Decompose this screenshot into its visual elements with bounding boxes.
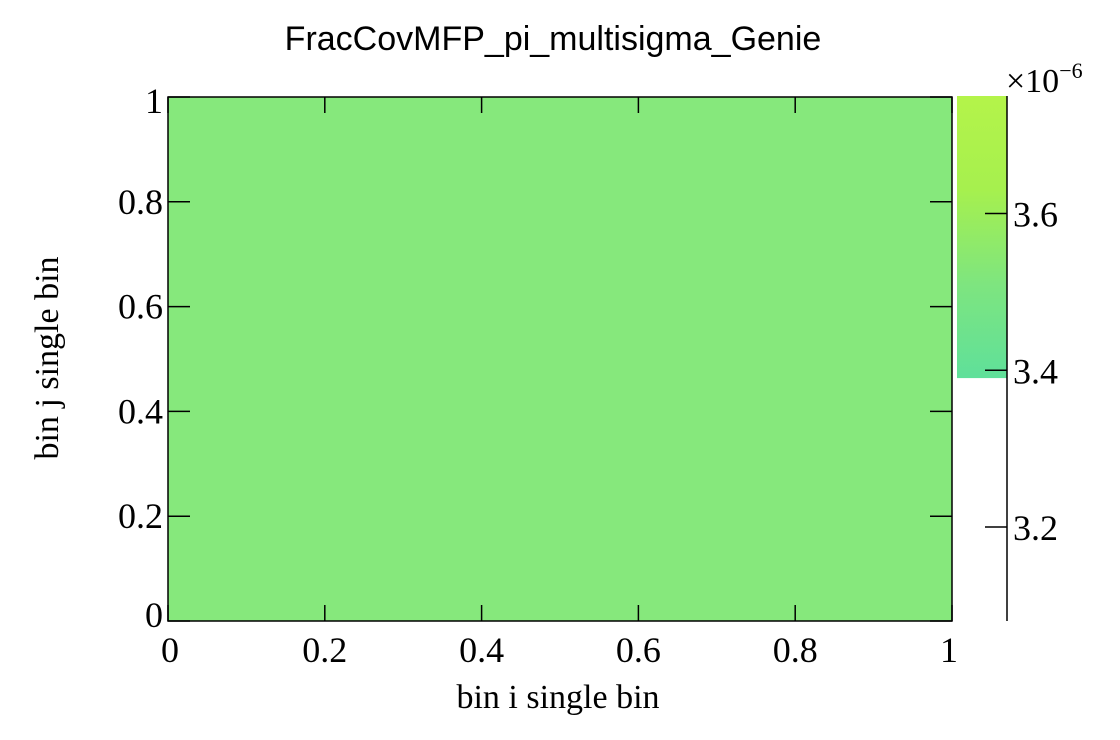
y-tick-label: 0.2	[118, 496, 163, 536]
x-tick-label: 0.6	[616, 630, 661, 670]
colorbar: 3.2 3.4 3.6 ×10−6	[957, 58, 1083, 621]
colorbar-ticks: 3.2 3.4 3.6	[985, 195, 1058, 548]
colorbar-multiplier: ×10−6	[1006, 58, 1083, 100]
plot-area	[167, 96, 953, 622]
y-axis: 0 0.2 0.4 0.6 0.8 1	[118, 81, 952, 635]
colorbar-exponent: −6	[1059, 58, 1082, 83]
chart-title: FracCovMFP_pi_multisigma_Genie	[285, 20, 822, 58]
x-axis: 0 0.2 0.4 0.6 0.8 1	[161, 97, 958, 670]
x-tick-label: 0.4	[459, 630, 504, 670]
heatmap-cell	[168, 97, 952, 621]
y-axis-label: bin j single bin	[29, 256, 66, 459]
plot-frame	[167, 96, 953, 622]
colorbar-tick-label: 3.2	[1013, 508, 1058, 548]
colorbar-tick-label: 3.4	[1013, 351, 1058, 391]
x-tick-label: 1	[940, 630, 958, 670]
y-tick-label: 0.4	[118, 391, 163, 431]
x-tick-label: 0	[161, 630, 179, 670]
colorbar-tick-label: 3.6	[1013, 195, 1058, 235]
colorbar-fill	[957, 96, 1007, 379]
x-axis-label: bin i single bin	[456, 679, 659, 716]
colorbar-multiplier-base: ×10	[1006, 63, 1059, 100]
y-tick-label: 0.8	[118, 182, 163, 222]
y-tick-label: 0.6	[118, 287, 163, 327]
title-box	[215, 8, 905, 66]
y-tick-label: 1	[145, 81, 163, 121]
x-tick-label: 0.2	[302, 630, 347, 670]
y-tick-label: 0	[145, 595, 163, 635]
x-tick-label: 0.8	[773, 630, 818, 670]
